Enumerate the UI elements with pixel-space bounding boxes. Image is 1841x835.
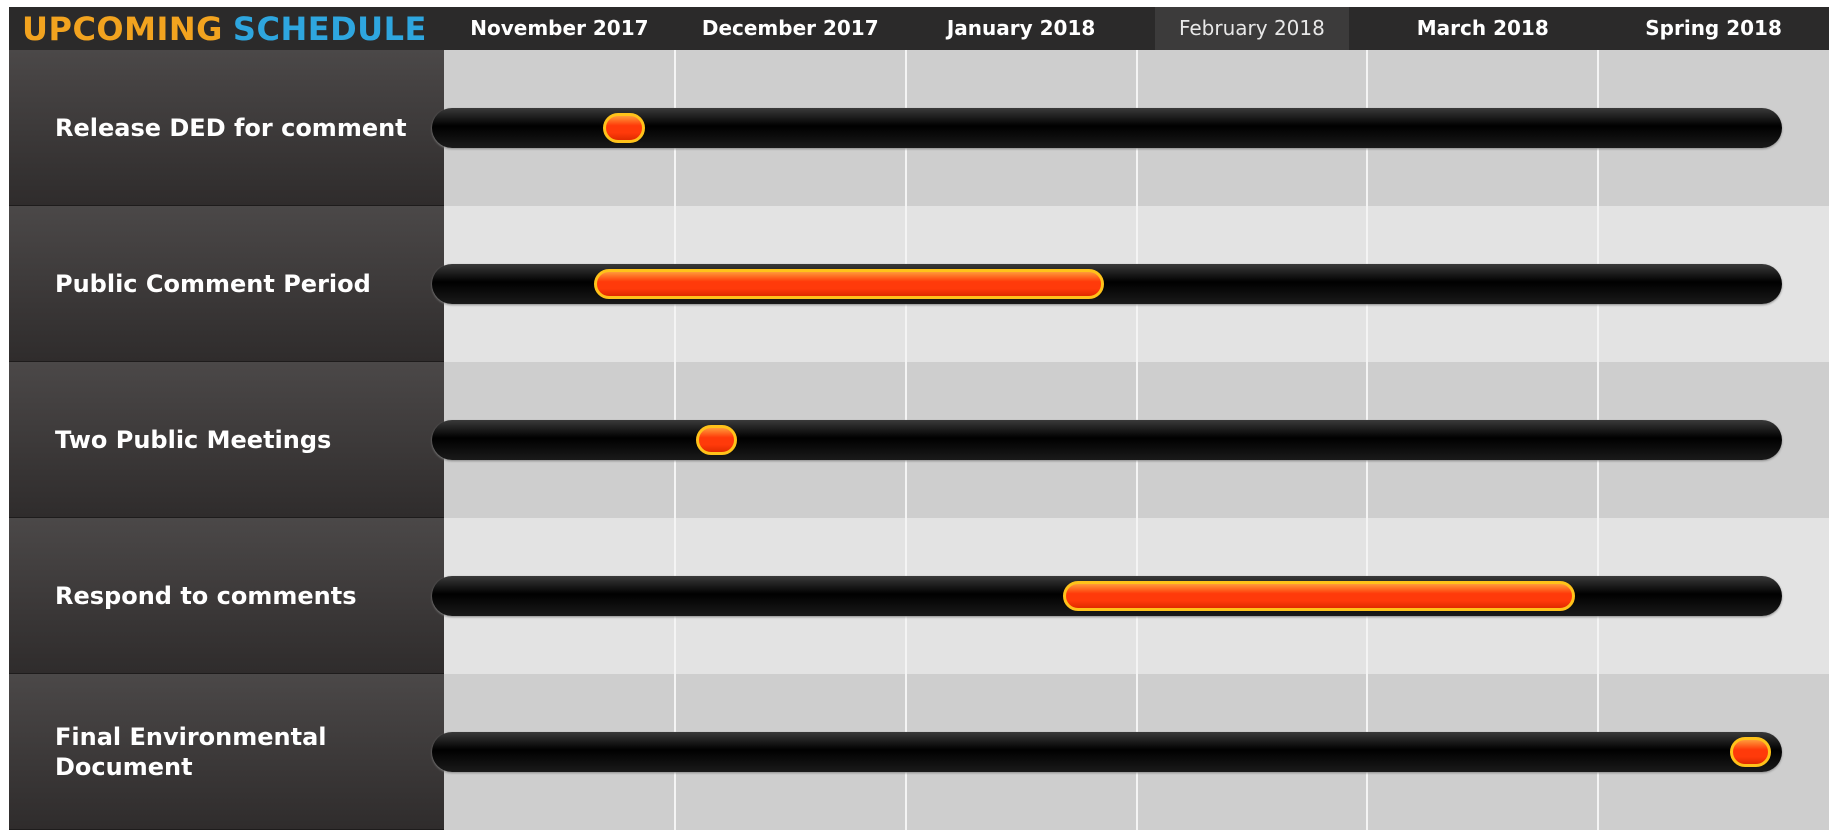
task-cell: Final Environmental Document <box>9 674 444 830</box>
period-label: November 2017 <box>470 16 649 40</box>
task-bar <box>603 113 645 143</box>
header <box>9 7 1829 50</box>
task-bar <box>695 425 738 455</box>
track <box>432 420 1782 460</box>
task-bar <box>594 269 1105 299</box>
task-bar <box>1062 581 1576 611</box>
task-label: Two Public Meetings <box>55 425 332 454</box>
task-bar <box>1729 737 1772 767</box>
task-cell: Respond to comments <box>9 518 444 674</box>
title: UPCOMING SCHEDULE <box>22 7 437 50</box>
period-label: December 2017 <box>701 16 879 40</box>
title-part: SCHEDULE <box>232 10 427 48</box>
track <box>432 108 1782 148</box>
period-label: March 2018 <box>1416 16 1549 40</box>
task-label: Release DED for comment <box>55 113 407 142</box>
task-cell: Two Public Meetings <box>9 362 444 518</box>
task-cell: Release DED for comment <box>9 50 444 206</box>
task-label: Respond to comments <box>55 581 357 610</box>
period-label: January 2018 <box>946 16 1096 40</box>
period-label: Spring 2018 <box>1645 16 1782 40</box>
track <box>432 732 1782 772</box>
task-label: Final Environmental Document <box>55 722 327 781</box>
period-label: February 2018 <box>1154 7 1350 50</box>
task-label: Public Comment Period <box>55 269 371 298</box>
title-part: UPCOMING <box>22 10 223 48</box>
task-cell: Public Comment Period <box>9 206 444 362</box>
